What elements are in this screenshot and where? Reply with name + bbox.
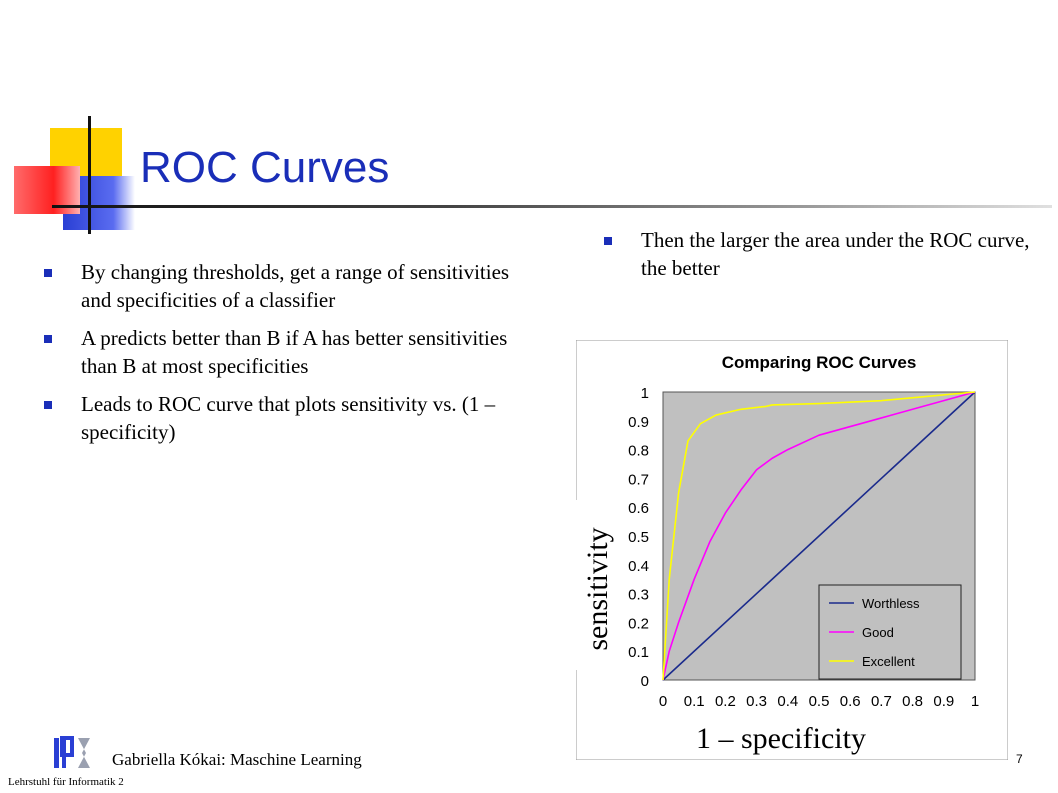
bullet-text: By changing thresholds, get a range of s… (81, 260, 510, 312)
series-layer (662, 391, 976, 681)
bullet-square-icon (44, 335, 52, 343)
x-tick-label: 0.4 (777, 693, 798, 710)
y-tick-label: 0.3 (628, 587, 649, 604)
bullet-square-icon (44, 401, 52, 409)
left-bullet-list: By changing thresholds, get a range of s… (44, 258, 544, 456)
y-axis-overlay-mask (576, 500, 620, 670)
title-underline (52, 205, 1052, 208)
page-number: 7 (1016, 752, 1023, 766)
roc-chart: Comparing ROC Curves 0 0.1 0.2 0.3 0.4 0.5 0.6… (576, 340, 1008, 760)
y-tick-label: 0.7 (628, 471, 649, 488)
chart-title: Comparing ROC Curves (722, 353, 917, 372)
series-line-excellent (662, 391, 976, 681)
x-tick-label: 0.5 (809, 693, 830, 710)
x-tick-label: 0.9 (933, 693, 954, 710)
tick-layer: 0 0.1 0.2 0.3 0.4 0.5 0.6 0.7 0.8 0.9 1 0 0.1 0.2 0.3 0… (628, 385, 979, 710)
bullet-square-icon (44, 269, 52, 277)
y-tick-label: 0.8 (628, 443, 649, 460)
legend-label: Good (862, 625, 894, 640)
footer-institution: Lehrstuhl für Informatik 2 (8, 776, 124, 788)
y-tick-label: 0.4 (628, 558, 649, 575)
right-bullet-item: Then the larger the area under the ROC c… (604, 226, 1051, 282)
bullet-item: By changing thresholds, get a range of s… (44, 258, 544, 314)
bullet-item: Leads to ROC curve that plots sensitivit… (44, 390, 544, 446)
series-line-good (662, 391, 976, 681)
bullet-square-icon (604, 237, 612, 245)
x-tick-label: 1 (971, 693, 979, 710)
y-tick-label: 0.9 (628, 414, 649, 431)
y-tick-label: 0.5 (628, 529, 649, 546)
y-tick-label: 0 (641, 673, 649, 690)
y-axis-label: sensitivity (581, 527, 614, 651)
bullet-text: Then the larger the area under the ROC c… (641, 228, 1030, 280)
x-axis-label: 1 – specificity (690, 722, 872, 756)
y-tick-label: 0.6 (628, 500, 649, 517)
bullet-text: Leads to ROC curve that plots sensitivit… (81, 392, 496, 444)
bullet-text: A predicts better than B if A has better… (81, 326, 508, 378)
y-tick-label: 1 (641, 385, 649, 402)
footer-author: Gabriella Kókai: Maschine Learning (112, 750, 362, 769)
x-tick-label: 0.7 (871, 693, 892, 710)
slide-title: ROC Curves (140, 143, 390, 192)
x-tick-label: 0.8 (902, 693, 923, 710)
x-tick-label: 0.1 (684, 693, 705, 710)
roc-chart-svg: Comparing ROC Curves 0 0.1 0.2 0.3 0.4 0.5 0.6… (576, 340, 1008, 760)
series-line-worthless (662, 391, 976, 681)
x-tick-label: 0 (659, 693, 667, 710)
legend-label: Worthless (862, 596, 920, 611)
y-tick-label: 0.2 (628, 615, 649, 632)
title-decoration-vertical-line (88, 116, 91, 234)
legend-label: Excellent (862, 654, 915, 669)
legend: Worthless Good Excellent (818, 584, 962, 680)
x-tick-label: 0.6 (840, 693, 861, 710)
x-tick-label: 0.3 (746, 693, 767, 710)
x-tick-label: 0.2 (715, 693, 736, 710)
institution-logo-icon (54, 736, 90, 768)
bullet-item: A predicts better than B if A has better… (44, 324, 544, 380)
y-tick-label: 0.1 (628, 644, 649, 661)
